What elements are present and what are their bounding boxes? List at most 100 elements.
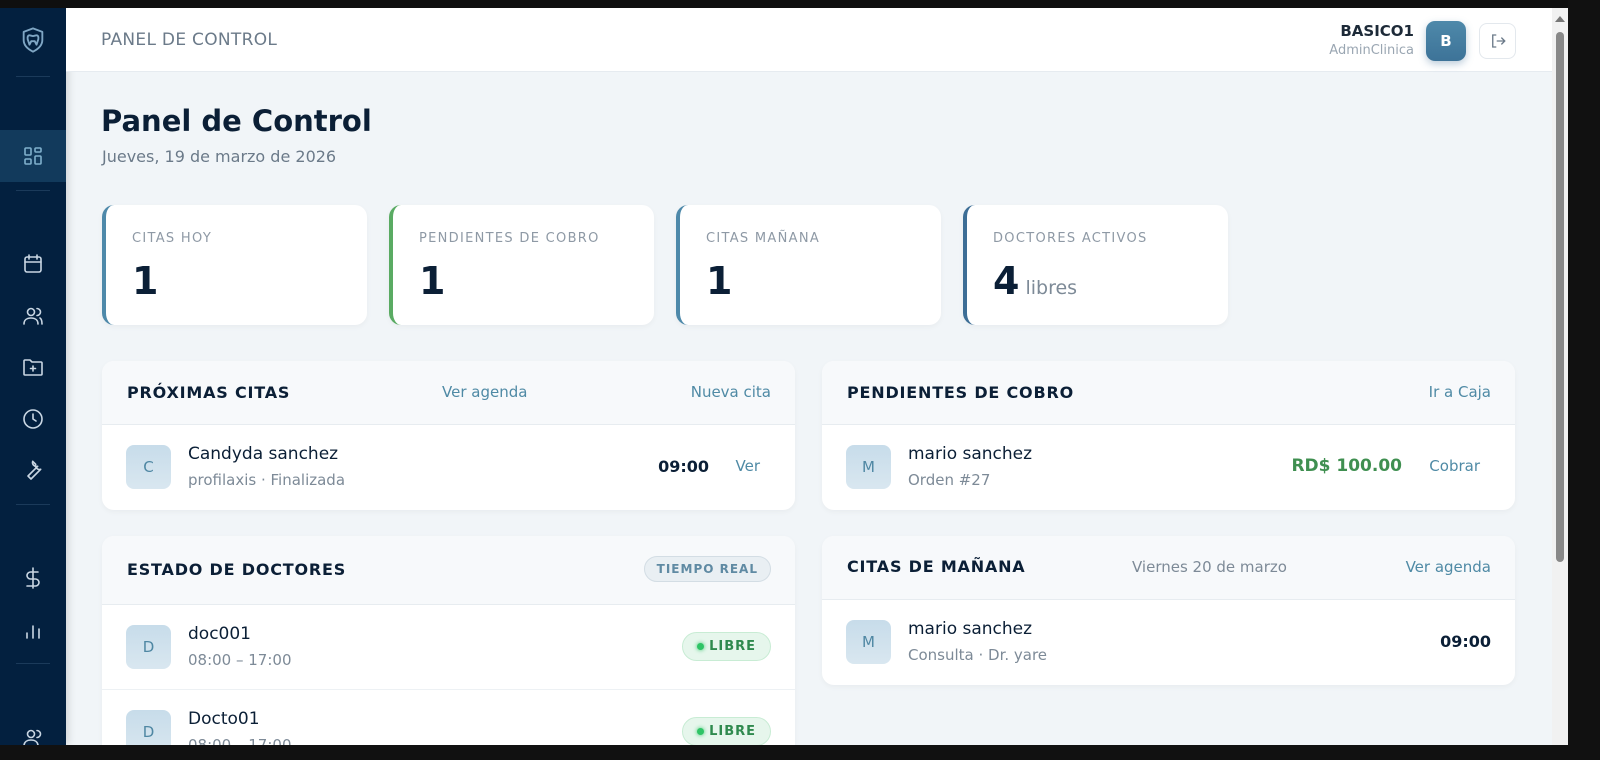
sidebar-divider — [16, 504, 50, 505]
calendar-icon — [24, 254, 42, 273]
window-bottom-edge — [0, 745, 1600, 760]
stat-label: PENDIENTES DE COBRO — [419, 231, 600, 246]
stat-card-doctores[interactable]: DOCTORES ACTIVOS 4 libres — [963, 205, 1228, 325]
status-dot — [697, 728, 705, 735]
page-title: Panel de Control — [101, 104, 372, 138]
panel-header: CITAS DE MAÑANA Viernes 20 de marzo Ver … — [822, 536, 1515, 600]
doctor-name: doc001 — [188, 624, 251, 644]
logout-button[interactable] — [1479, 23, 1516, 59]
list-item[interactable]: M mario sanchez Consulta · Dr. yare 09:0… — [822, 600, 1515, 685]
stat-label: CITAS MAÑANA — [706, 231, 821, 246]
appointment-time: 09:00 — [1440, 632, 1491, 651]
scroll-up-arrow[interactable] — [1555, 16, 1565, 22]
status-badge: LIBRE — [682, 632, 771, 661]
sidebar-item-history[interactable] — [0, 399, 66, 439]
user-role: AdminClinica — [1329, 43, 1414, 58]
sidebar — [0, 8, 66, 745]
appointment-detail: Consulta · Dr. yare — [908, 646, 1048, 664]
stat-value: 4 libres — [993, 259, 1077, 303]
status-badge: LIBRE — [682, 717, 771, 745]
order-number: Orden #27 — [908, 471, 991, 489]
patient-name: mario sanchez — [908, 619, 1033, 639]
ir-a-caja-link[interactable]: Ir a Caja — [1428, 383, 1491, 401]
page-date: Jueves, 19 de marzo de 2026 — [102, 147, 337, 166]
sidebar-divider — [16, 190, 50, 191]
estado-doctores-panel: ESTADO DE DOCTORES TIEMPO REAL D doc001 … — [102, 536, 795, 745]
avatar: M — [846, 620, 891, 664]
avatar[interactable]: B — [1426, 21, 1466, 61]
clock-icon — [23, 409, 43, 429]
panel-title: ESTADO DE DOCTORES — [127, 560, 347, 579]
panel-header: PRÓXIMAS CITAS Ver agenda Nueva cita — [102, 361, 795, 425]
pendientes-cobro-panel: PENDIENTES DE COBRO Ir a Caja M mario sa… — [822, 361, 1515, 510]
sidebar-item-billing[interactable] — [0, 558, 66, 598]
stat-value: 1 — [132, 259, 159, 303]
stat-value: 1 — [419, 259, 446, 303]
ver-agenda-link[interactable]: Ver agenda — [442, 383, 528, 401]
patient-name: Candyda sanchez — [188, 444, 339, 464]
window-edge — [1568, 0, 1600, 760]
sidebar-item-tools[interactable] — [0, 450, 66, 490]
list-item[interactable]: D Docto01 08:00 – 17:00 LIBRE — [102, 690, 795, 745]
avatar: D — [126, 625, 171, 669]
cobrar-button[interactable]: Cobrar — [1429, 457, 1480, 475]
stat-suffix: libres — [1025, 277, 1078, 299]
sidebar-item-dashboard[interactable] — [0, 130, 66, 182]
sidebar-divider — [16, 76, 50, 77]
scrollbar-thumb[interactable] — [1556, 32, 1564, 562]
panel-header: ESTADO DE DOCTORES TIEMPO REAL — [102, 536, 795, 605]
list-item[interactable]: M mario sanchez Orden #27 RD$ 100.00 Cob… — [822, 425, 1515, 510]
nueva-cita-link[interactable]: Nueva cita — [690, 383, 771, 401]
browser-top-bar — [0, 0, 1600, 8]
doctor-hours: 08:00 – 17:00 — [188, 736, 292, 745]
appointment-time: 09:00 — [658, 457, 709, 476]
app: PANEL DE CONTROL BASICO1 AdminClinica B … — [0, 8, 1552, 745]
panel-title: CITAS DE MAÑANA — [847, 557, 1026, 576]
stat-card-pendientes[interactable]: PENDIENTES DE COBRO 1 — [389, 205, 654, 325]
list-item[interactable]: C Candyda sanchez profilaxis · Finalizad… — [102, 425, 795, 510]
citas-manana-panel: CITAS DE MAÑANA Viernes 20 de marzo Ver … — [822, 536, 1515, 685]
avatar: M — [846, 445, 891, 489]
status-dot — [697, 643, 705, 650]
breadcrumb: PANEL DE CONTROL — [101, 30, 278, 50]
appointment-detail: profilaxis · Finalizada — [188, 471, 346, 489]
panel-title: PRÓXIMAS CITAS — [127, 383, 291, 402]
avatar: C — [126, 445, 171, 489]
stat-card-citas-hoy[interactable]: CITAS HOY 1 — [102, 205, 367, 325]
dashboard-icon — [24, 147, 42, 165]
sidebar-item-users[interactable] — [0, 718, 66, 745]
stat-card-citas-manana[interactable]: CITAS MAÑANA 1 — [676, 205, 941, 325]
bar-chart-icon — [26, 625, 40, 639]
doctor-name: Docto01 — [188, 709, 260, 729]
sidebar-item-reports[interactable] — [0, 610, 66, 650]
amount: RD$ 100.00 — [1291, 456, 1402, 476]
list-item[interactable]: D doc001 08:00 – 17:00 LIBRE — [102, 605, 795, 690]
stat-value: 1 — [706, 259, 733, 303]
logout-icon — [1491, 34, 1506, 48]
doctor-hours: 08:00 – 17:00 — [188, 651, 292, 669]
sidebar-item-records[interactable] — [0, 347, 66, 387]
logo-tooth-icon[interactable] — [0, 20, 66, 60]
users-icon — [23, 307, 43, 325]
ver-agenda-link[interactable]: Ver agenda — [1405, 558, 1491, 576]
stat-number: 4 — [993, 259, 1020, 303]
sidebar-item-calendar[interactable] — [0, 244, 66, 284]
scrollbar[interactable] — [1552, 8, 1568, 745]
patient-name: mario sanchez — [908, 444, 1033, 464]
status-text: LIBRE — [709, 639, 756, 654]
sidebar-divider — [16, 663, 50, 664]
stat-label: DOCTORES ACTIVOS — [993, 231, 1148, 246]
stat-label: CITAS HOY — [132, 231, 213, 246]
folder-plus-icon — [23, 359, 43, 376]
avatar: D — [126, 710, 171, 745]
top-header: PANEL DE CONTROL BASICO1 AdminClinica B — [66, 8, 1552, 72]
dollar-icon — [26, 567, 40, 589]
wrench-icon — [27, 460, 42, 480]
panel-title: PENDIENTES DE COBRO — [847, 383, 1074, 402]
panel-header: PENDIENTES DE COBRO Ir a Caja — [822, 361, 1515, 425]
user-name: BASICO1 — [1340, 22, 1414, 40]
proximas-citas-panel: PRÓXIMAS CITAS Ver agenda Nueva cita C C… — [102, 361, 795, 510]
tiempo-real-badge: TIEMPO REAL — [643, 556, 771, 582]
ver-button[interactable]: Ver — [735, 457, 761, 475]
sidebar-item-patients[interactable] — [0, 296, 66, 336]
